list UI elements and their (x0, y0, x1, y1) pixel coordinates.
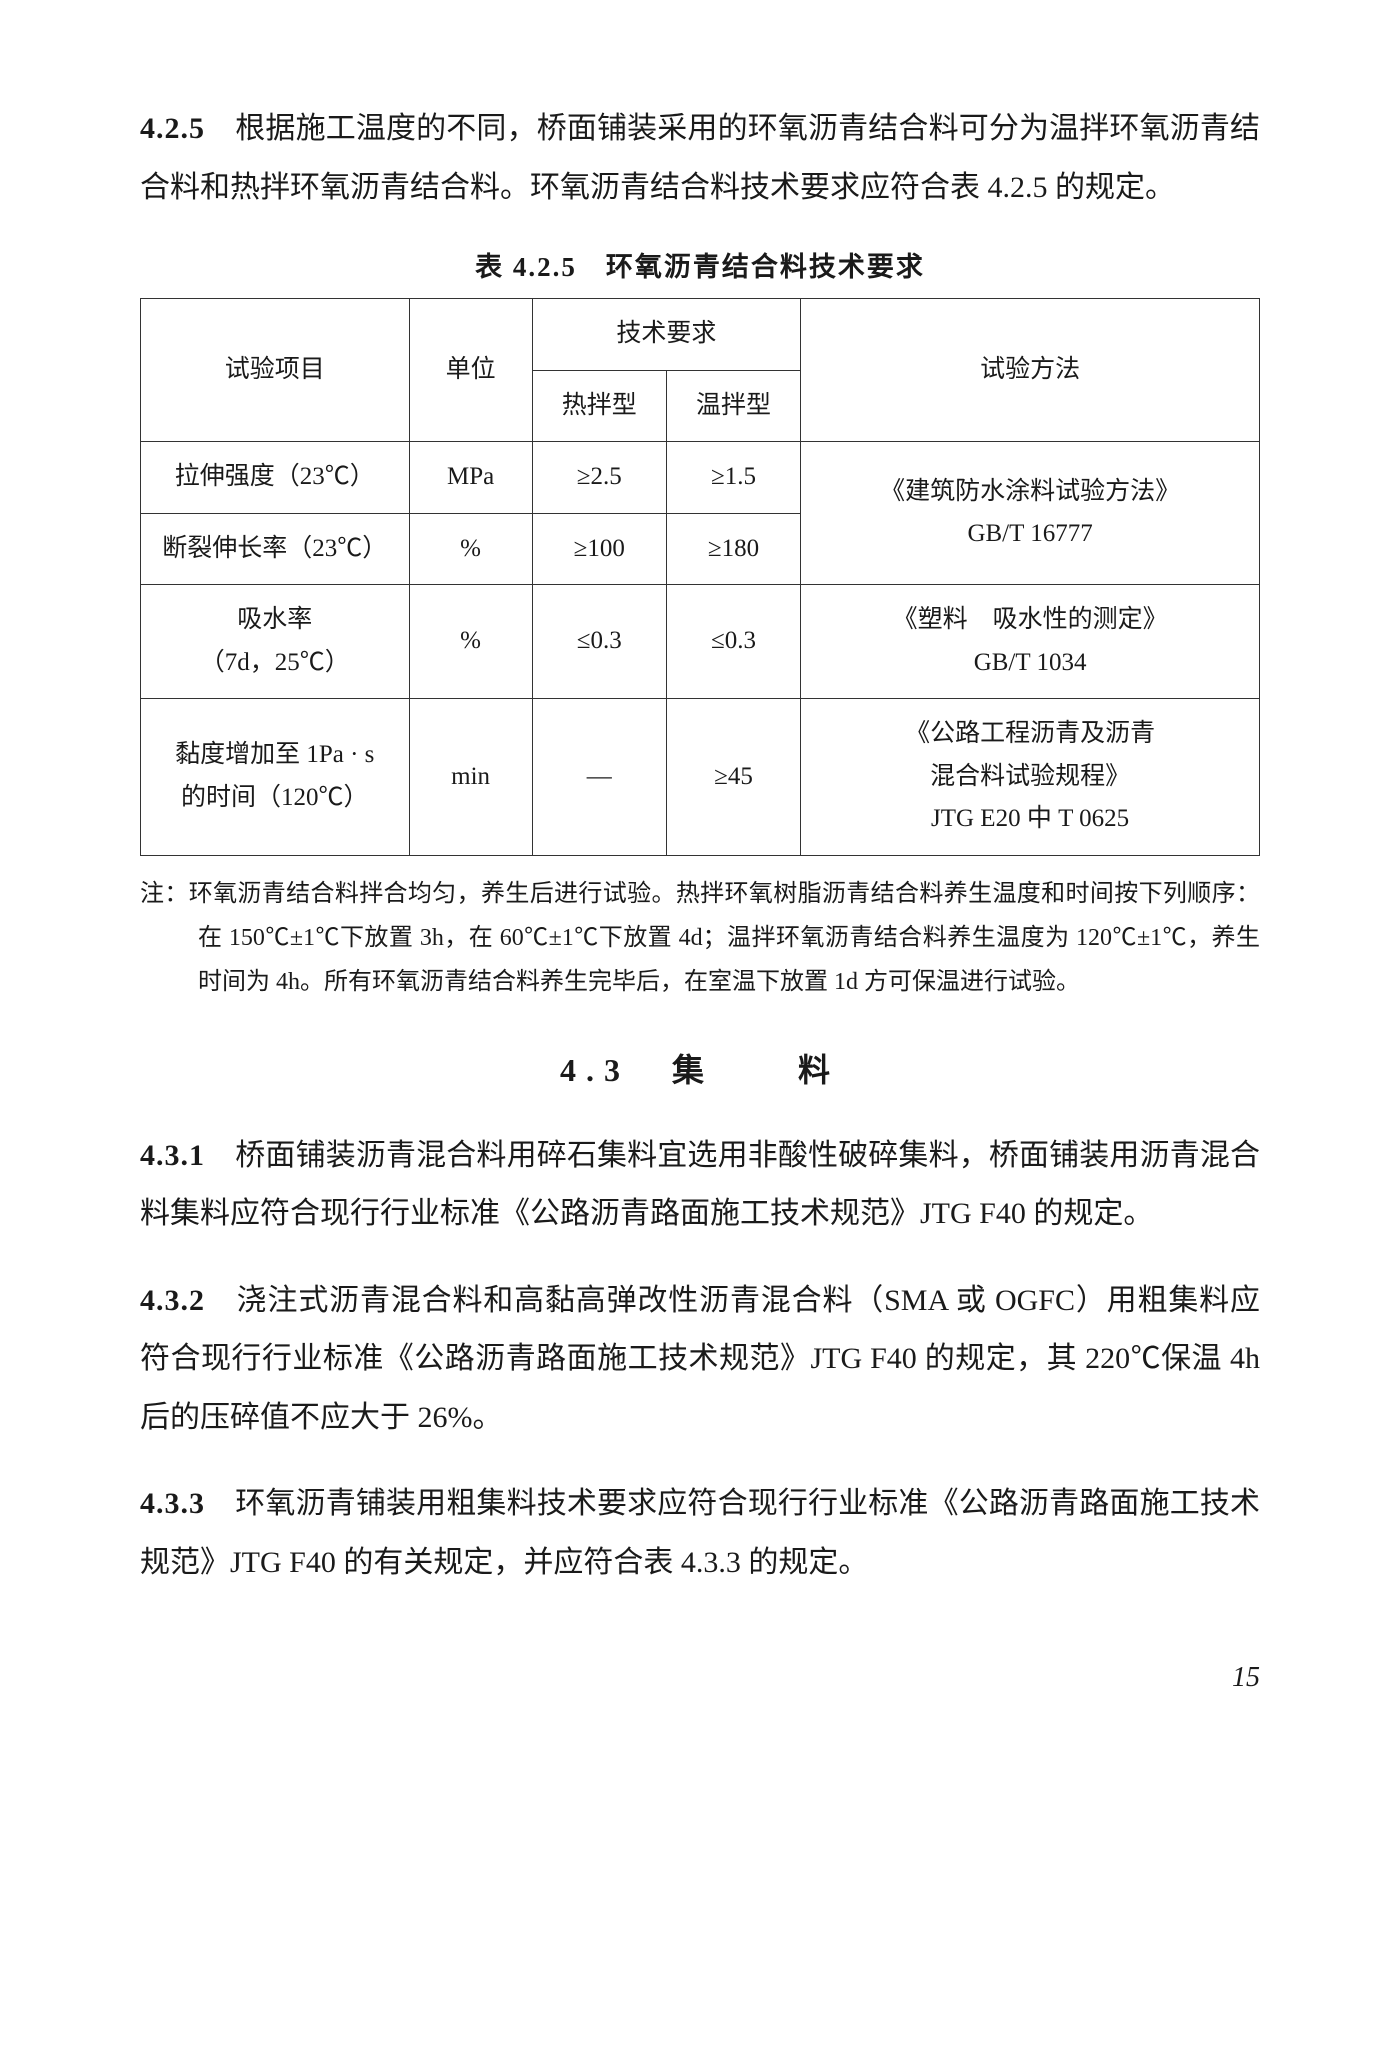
section-number: 4.3.2 (140, 1284, 205, 1317)
cell-method: 《塑料 吸水性的测定》 GB/T 1034 (801, 585, 1260, 699)
cell-hot: ≤0.3 (532, 585, 666, 699)
cell-warm: ≥1.5 (666, 442, 800, 514)
cell-unit: MPa (409, 442, 532, 514)
table-note: 注：环氧沥青结合料拌合均匀，养生后进行试验。热拌环氧树脂沥青结合料养生温度和时间… (140, 872, 1260, 1005)
paragraph-4-2-5: 4.2.5 根据施工温度的不同，桥面铺装采用的环氧沥青结合料可分为温拌环氧沥青结… (140, 100, 1260, 217)
cell-hot: ≥100 (532, 513, 666, 585)
para-text: 根据施工温度的不同，桥面铺装采用的环氧沥青结合料可分为温拌环氧沥青结合料和热拌环… (140, 112, 1260, 204)
cell-item: 拉伸强度（23℃） (141, 442, 410, 514)
paragraph-4-3-3: 4.3.3 环氧沥青铺装用粗集料技术要求应符合现行行业标准《公路沥青路面施工技术… (140, 1475, 1260, 1592)
para-text: 桥面铺装沥青混合料用碎石集料宜选用非酸性破碎集料，桥面铺装用沥青混合料集料应符合… (140, 1139, 1260, 1231)
cell-unit: % (409, 513, 532, 585)
cell-item: 断裂伸长率（23℃） (141, 513, 410, 585)
section-number: 4.2.5 (140, 112, 205, 145)
header-unit: 单位 (409, 299, 532, 442)
table-header-row-1: 试验项目 单位 技术要求 试验方法 (141, 299, 1260, 371)
cell-method: 《建筑防水涂料试验方法》 GB/T 16777 (801, 442, 1260, 585)
header-method: 试验方法 (801, 299, 1260, 442)
para-text: 环氧沥青铺装用粗集料技术要求应符合现行行业标准《公路沥青路面施工技术规范》JTG… (140, 1487, 1260, 1579)
paragraph-4-3-2: 4.3.2 浇注式沥青混合料和高黏高弹改性沥青混合料（SMA 或 OGFC）用粗… (140, 1272, 1260, 1448)
section-number: 4.3.1 (140, 1139, 205, 1172)
page-number: 15 (140, 1662, 1260, 1694)
table-row: 拉伸强度（23℃） MPa ≥2.5 ≥1.5 《建筑防水涂料试验方法》 GB/… (141, 442, 1260, 514)
paragraph-4-3-1: 4.3.1 桥面铺装沥青混合料用碎石集料宜选用非酸性破碎集料，桥面铺装用沥青混合… (140, 1127, 1260, 1244)
spec-table-4-2-5: 试验项目 单位 技术要求 试验方法 热拌型 温拌型 拉伸强度（23℃） MPa … (140, 298, 1260, 856)
para-text: 浇注式沥青混合料和高黏高弹改性沥青混合料（SMA 或 OGFC）用粗集料应符合现… (140, 1284, 1260, 1434)
cell-warm: ≤0.3 (666, 585, 800, 699)
section-number: 4.3.3 (140, 1487, 205, 1520)
section-heading-4-3: 4.3 集 料 (140, 1045, 1260, 1091)
header-req: 技术要求 (532, 299, 801, 371)
table-row: 吸水率 （7d，25℃） % ≤0.3 ≤0.3 《塑料 吸水性的测定》 GB/… (141, 585, 1260, 699)
cell-warm: ≥45 (666, 699, 800, 856)
cell-item: 黏度增加至 1Pa · s 的时间（120℃） (141, 699, 410, 856)
table-caption: 表 4.2.5 环氧沥青结合料技术要求 (140, 245, 1260, 284)
cell-hot: ≥2.5 (532, 442, 666, 514)
table-row: 黏度增加至 1Pa · s 的时间（120℃） min — ≥45 《公路工程沥… (141, 699, 1260, 856)
header-item: 试验项目 (141, 299, 410, 442)
cell-item: 吸水率 （7d，25℃） (141, 585, 410, 699)
cell-unit: % (409, 585, 532, 699)
header-warm: 温拌型 (666, 370, 800, 442)
cell-hot: — (532, 699, 666, 856)
header-hot: 热拌型 (532, 370, 666, 442)
cell-method: 《公路工程沥青及沥青 混合料试验规程》 JTG E20 中 T 0625 (801, 699, 1260, 856)
cell-warm: ≥180 (666, 513, 800, 585)
cell-unit: min (409, 699, 532, 856)
